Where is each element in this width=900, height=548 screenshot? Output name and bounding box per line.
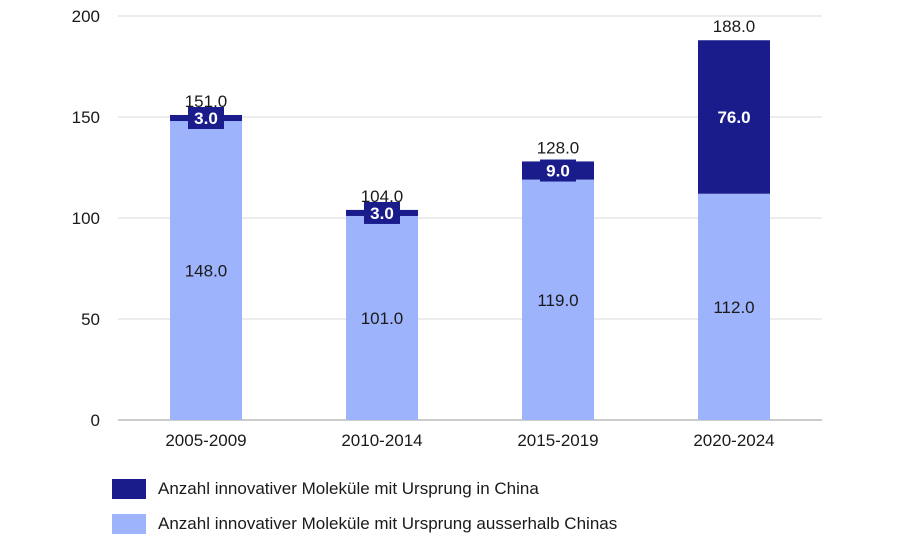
total-label: 151.0 (185, 92, 228, 111)
data-label-outside-china: 112.0 (713, 298, 754, 317)
data-label-outside-china: 119.0 (537, 291, 578, 310)
bar-segment-outside-china (522, 179, 594, 420)
y-tick-label: 200 (72, 7, 100, 26)
x-tick-label: 2005-2009 (165, 431, 246, 450)
legend-label-china: Anzahl innovativer Moleküle mit Ursprung… (158, 479, 539, 498)
data-label-box-china (188, 107, 224, 130)
y-tick-label: 0 (91, 411, 100, 430)
total-label: 128.0 (537, 138, 580, 157)
bar-segment-china (698, 40, 770, 194)
legend-swatch-outside-china (112, 514, 146, 534)
data-label-outside-china: 101.0 (361, 309, 404, 328)
x-tick-label: 2020-2024 (693, 431, 774, 450)
stacked-bar-chart: 050100150200148.03.0151.02005-2009101.03… (72, 7, 822, 450)
y-tick-label: 150 (72, 108, 100, 127)
legend-item-china: Anzahl innovativer Moleküle mit Ursprung… (112, 478, 617, 500)
y-tick-label: 100 (72, 209, 100, 228)
data-label-china: 76.0 (717, 108, 750, 127)
y-tick-label: 50 (81, 310, 100, 329)
data-label-china: 3.0 (194, 109, 218, 128)
legend: Anzahl innovativer Moleküle mit Ursprung… (112, 478, 617, 548)
legend-swatch-china (112, 479, 146, 499)
x-tick-label: 2010-2014 (341, 431, 422, 450)
data-label-china: 9.0 (546, 162, 570, 181)
bar-segment-outside-china (170, 121, 242, 420)
data-label-box-china (540, 159, 576, 182)
x-tick-label: 2015-2019 (517, 431, 598, 450)
bar-segment-outside-china (698, 193, 770, 420)
legend-item-outside-china: Anzahl innovativer Moleküle mit Ursprung… (112, 513, 617, 535)
total-label: 104.0 (361, 187, 404, 206)
data-label-outside-china: 148.0 (185, 262, 228, 281)
legend-label-outside-china: Anzahl innovativer Moleküle mit Ursprung… (158, 514, 618, 533)
bar-segment-outside-china (346, 215, 418, 420)
data-label-china: 3.0 (370, 204, 394, 223)
total-label: 188.0 (713, 17, 756, 36)
data-label-box-china (364, 201, 400, 224)
